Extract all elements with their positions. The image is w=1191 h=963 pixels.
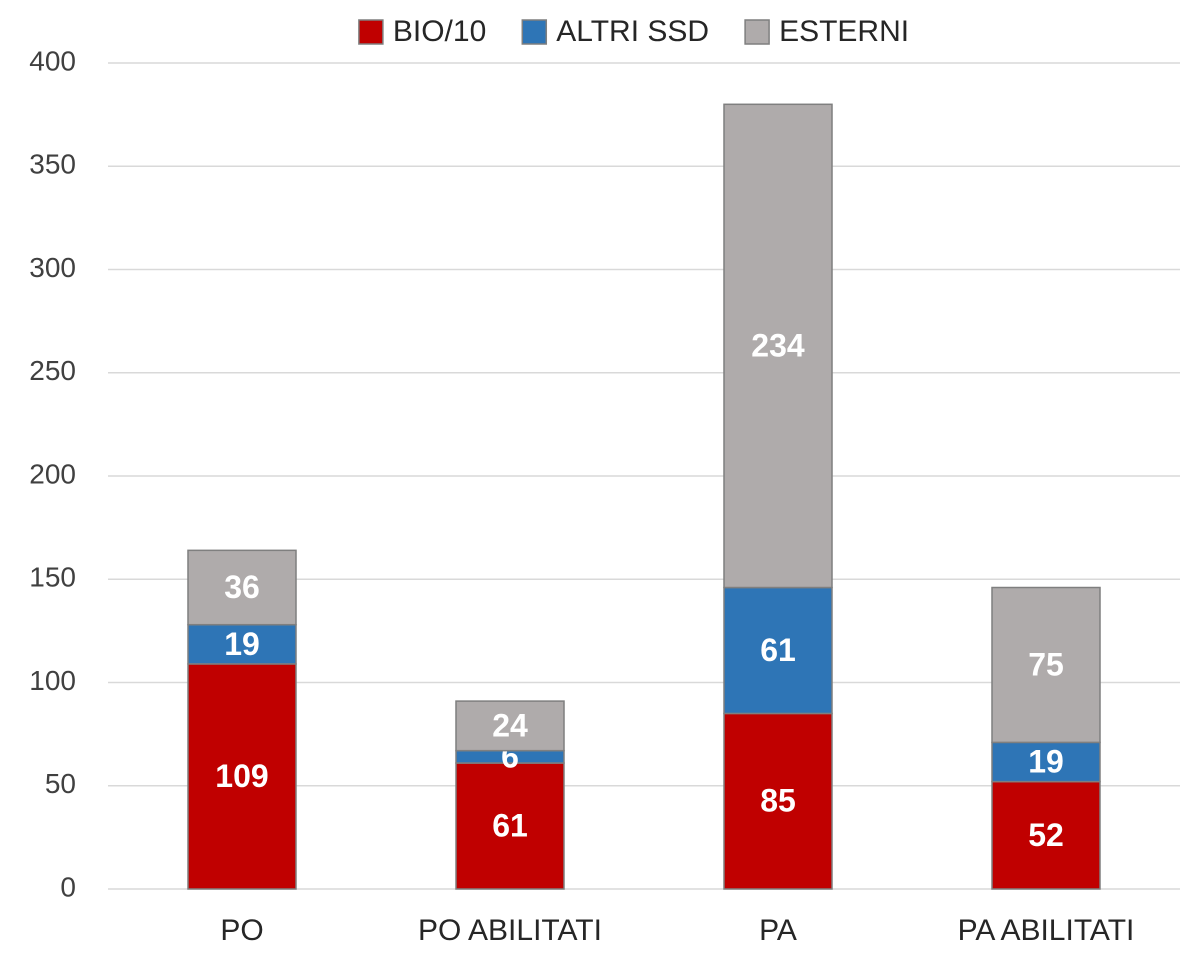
bar-segment [455,700,565,752]
legend-swatch [521,19,548,45]
bar-segment [187,663,297,890]
bar-segment [187,623,297,665]
y-tick-label: 50 [45,768,76,799]
data-label: 36 [224,569,260,605]
x-tick-label: PA [759,914,797,947]
y-tick-label: 100 [29,665,76,696]
y-tick-label: 250 [29,355,76,386]
data-label: 85 [760,783,796,819]
legend-label: BIO/10 [393,15,486,48]
data-label: 109 [215,758,268,794]
bar-segment [991,741,1101,783]
data-label: 19 [224,626,260,662]
data-label: 19 [1028,743,1064,779]
bar-segment [723,586,833,715]
y-tick-label: 200 [29,458,76,489]
bar-segment [455,762,565,890]
x-tick-label: PO [220,914,263,947]
bar-segment [723,103,833,589]
bar-segment [723,712,833,890]
data-label: 61 [760,632,796,668]
data-label: 52 [1028,817,1064,853]
legend-label: ALTRI SSD [556,15,709,48]
y-tick-label: 300 [29,252,76,283]
data-label: 24 [492,707,528,743]
legend-swatch [358,19,384,45]
bar-segment [991,586,1101,744]
bar-segment [187,549,297,626]
x-tick-label: PA ABILITATI [958,914,1135,947]
y-tick-label: 350 [29,149,76,180]
data-label: 61 [492,807,528,843]
legend-label: ESTERNI [779,15,909,48]
legend-swatch [744,19,770,45]
y-tick-label: 0 [60,871,76,902]
x-tick-label: PO ABILITATI [418,914,602,947]
y-tick-label: 150 [29,562,76,593]
data-label: 75 [1028,646,1064,682]
bar-segment [991,780,1101,890]
y-tick-label: 400 [29,45,76,76]
data-label: 234 [751,327,805,363]
